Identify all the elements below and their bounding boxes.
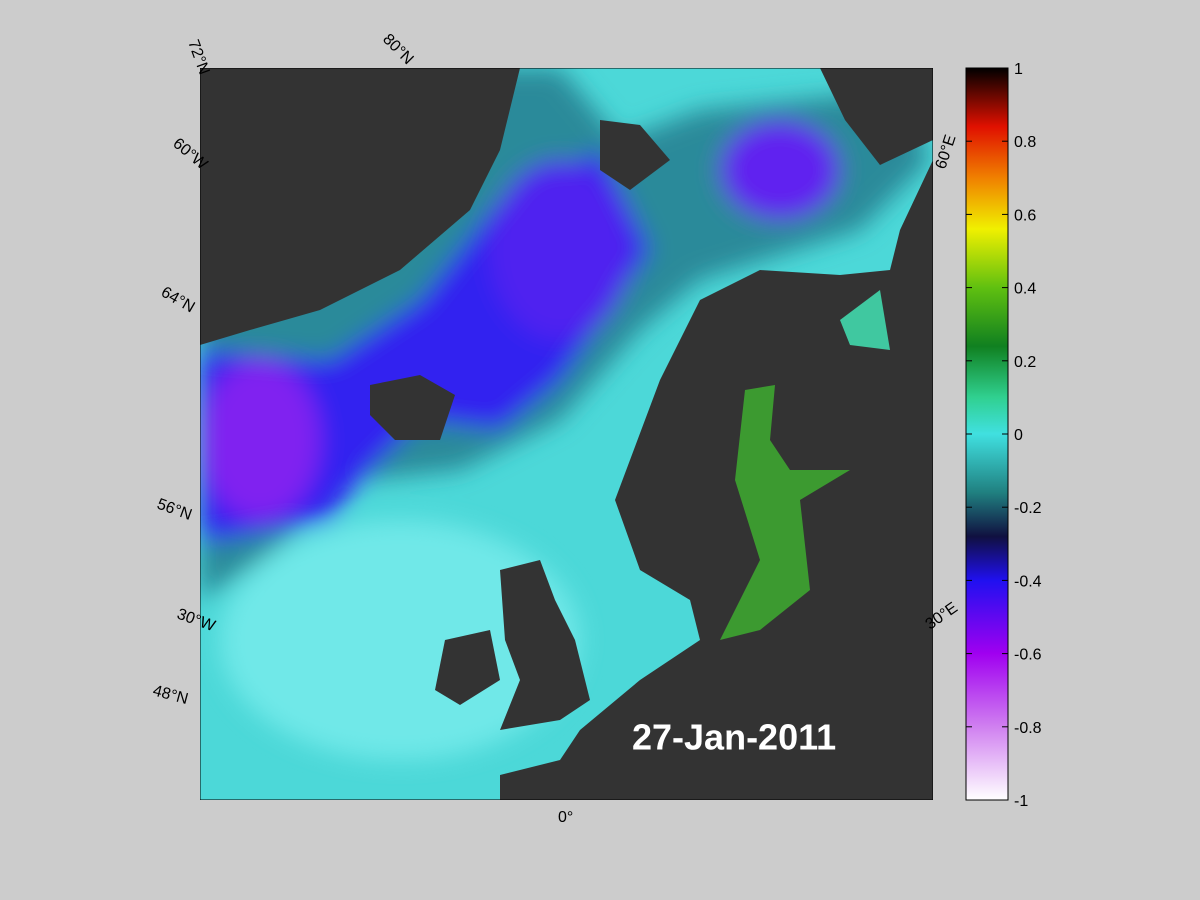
map	[200, 68, 933, 800]
lat-label: 64°N	[158, 284, 197, 317]
colorbar-tick-label: -0.8	[1014, 720, 1042, 737]
colorbar-tick-label: 0.6	[1014, 207, 1036, 224]
colorbar-tick-label: 1	[1014, 61, 1023, 78]
colorbar-tick-label: 0.2	[1014, 354, 1036, 371]
colorbar-tick-label: 0	[1014, 427, 1023, 444]
colorbar	[965, 67, 1009, 801]
colorbar-tick-label: -0.2	[1014, 500, 1042, 517]
colorbar-tick-label: -0.4	[1014, 573, 1042, 590]
lat-label: 56°N	[155, 496, 194, 524]
lat-label: 48°N	[151, 682, 190, 708]
colorbar-tick-label: 0.4	[1014, 281, 1036, 298]
date-label: 27-Jan-2011	[632, 717, 836, 758]
baltic	[720, 385, 850, 640]
lat-label: 80°N	[379, 31, 416, 68]
lon-label: 0°	[558, 809, 573, 826]
colorbar-tick-label: 0.8	[1014, 134, 1036, 151]
lon-label: 60°E	[933, 133, 960, 171]
land	[200, 68, 933, 800]
colorbar-tick-label: -0.6	[1014, 647, 1042, 664]
white-sea	[840, 290, 890, 350]
colorbar-tick-label: -1	[1014, 793, 1028, 810]
lat-label: 72°N	[184, 38, 212, 77]
